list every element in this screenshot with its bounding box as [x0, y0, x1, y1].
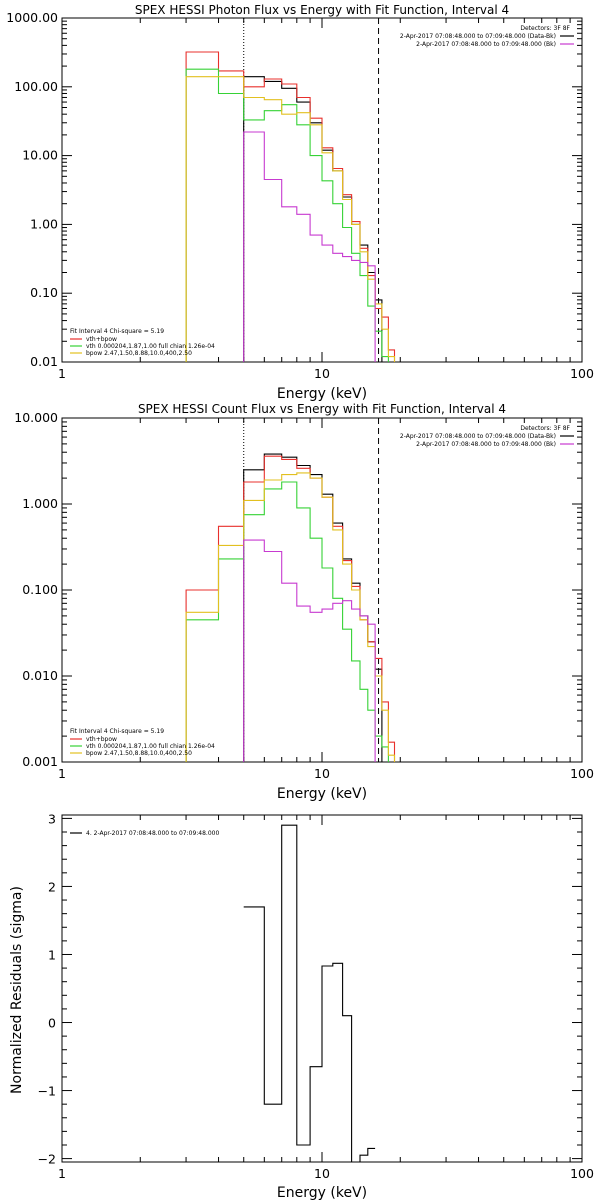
series-group	[185, 453, 396, 762]
y-tick-label: 0.01	[30, 354, 58, 369]
x-axis-label: Energy (keV)	[277, 786, 367, 802]
photon-flux-panel: SPEX HESSI Photon Flux vs Energy with Fi…	[6, 3, 594, 402]
series-black-histogram	[243, 824, 376, 1163]
axis-ticks	[61, 815, 582, 1162]
legend-entry-label: 2-Apr-2017 07:08:48.000 to 07:09:48.000 …	[400, 433, 556, 440]
series-yellow-histogram	[185, 472, 396, 762]
series-magenta-histogram	[243, 539, 376, 762]
x-tick-labels: 1 10 100	[58, 1166, 594, 1181]
y-tick-label: 0.010	[22, 668, 58, 683]
x-tick-label: 10	[314, 766, 330, 781]
legend-entry-label: vth+bpow	[86, 336, 117, 343]
x-tick-label: 100	[570, 766, 594, 781]
axis-ticks	[61, 417, 582, 763]
y-tick-label: 0.10	[30, 285, 58, 300]
x-tick-label: 1	[58, 1166, 66, 1181]
x-tick-labels: 1 10 100	[58, 766, 594, 781]
plot-frame	[61, 417, 583, 763]
y-tick-label: 10.00	[22, 148, 58, 163]
residuals-panel: −2 −1 0 1 2 3 1 10 100 Energy (keV) Normalized …	[9, 811, 594, 1200]
series-red-histogram	[185, 455, 396, 762]
y-axis-label: Normalized Residuals (sigma)	[9, 886, 25, 1094]
axis-ticks	[61, 17, 582, 363]
y-tick-label: 0.001	[22, 754, 58, 769]
y-tick-label: 100.00	[14, 79, 58, 94]
chart-title: SPEX HESSI Photon Flux vs Energy with Fi…	[135, 3, 509, 17]
y-tick-label: 0	[48, 1016, 56, 1031]
count-flux-panel: SPEX HESSI Count Flux vs Energy with Fit…	[14, 402, 594, 802]
series-green-histogram	[185, 68, 389, 362]
legend-header: Fit Interval 4 Chi-square = 5.19	[70, 328, 164, 335]
series-yellow-histogram	[185, 76, 396, 362]
x-tick-label: 100	[570, 366, 594, 381]
series-green-histogram	[185, 481, 389, 762]
legend-header: Detectors: 3F 8F	[520, 425, 570, 432]
legend-entry-label: 2-Apr-2017 07:08:48.000 to 07:09:48.000 …	[400, 33, 556, 40]
x-tick-label: 1	[58, 766, 66, 781]
chart-title: SPEX HESSI Count Flux vs Energy with Fit…	[138, 402, 506, 416]
y-tick-labels: 0.001 0.010 0.100 1.000 10.000	[14, 410, 58, 769]
y-tick-label: 2	[48, 879, 56, 894]
y-tick-label: 10.000	[14, 410, 58, 425]
y-tick-label: 1.00	[30, 216, 58, 231]
x-tick-label: 10	[314, 366, 330, 381]
x-tick-label: 100	[570, 1166, 594, 1181]
y-tick-label: 3	[48, 811, 56, 826]
legend-entry-label: 4. 2-Apr-2017 07:08:48.000 to 07:09:48.0…	[86, 830, 219, 837]
x-axis-label: Energy (keV)	[277, 386, 367, 402]
y-tick-label: 1.000	[22, 496, 58, 511]
y-tick-labels: −2 −1 0 1 2 3	[38, 811, 56, 1166]
legend-entry-label: bpow 2.47,1.50,8.88,10.0,400,2.50	[86, 750, 192, 757]
legend-entry-label: vth 0.000204,1.87,1.00 full chian 1.26e-…	[86, 743, 215, 750]
y-tick-label: 1	[48, 947, 56, 962]
legend-entry-label: bpow 2.47,1.50,8.88,10.0,400,2.50	[86, 350, 192, 357]
x-tick-label: 1	[58, 366, 66, 381]
legend-entry-label: vth 0.000204,1.87,1.00 full chian 1.26e-…	[86, 343, 215, 350]
top-legend: Detectors: 3F 8F 2-Apr-2017 07:08:48.000…	[400, 425, 574, 448]
plot-frame	[61, 17, 583, 363]
legend-entry-label: 2-Apr-2017 07:08:48.000 to 07:09:48.000 …	[416, 441, 556, 448]
y-tick-labels: 0.01 0.10 1.00 10.00 100.00 1000.00	[6, 10, 58, 369]
series-magenta-histogram	[243, 131, 376, 362]
y-tick-label: −2	[38, 1152, 56, 1167]
series-group	[243, 824, 376, 1163]
series-group	[185, 51, 396, 362]
legend: 4. 2-Apr-2017 07:08:48.000 to 07:09:48.0…	[70, 830, 219, 837]
legend-header: Detectors: 3F 8F	[520, 25, 570, 32]
legend-entry-label: vth+bpow	[86, 736, 117, 743]
y-tick-label: −1	[38, 1084, 56, 1099]
y-tick-label: 1000.00	[6, 10, 58, 25]
bottom-legend: Fit Interval 4 Chi-square = 5.19 vth+bpo…	[70, 328, 215, 357]
x-tick-label: 10	[314, 1166, 330, 1181]
y-tick-label: 0.100	[22, 582, 58, 597]
x-tick-labels: 1 10 100	[58, 366, 594, 381]
reference-lines	[243, 18, 380, 362]
bottom-legend: Fit Interval 4 Chi-square = 5.19 vth+bpo…	[70, 728, 215, 757]
legend-header: Fit Interval 4 Chi-square = 5.19	[70, 728, 164, 735]
top-legend: Detectors: 3F 8F 2-Apr-2017 07:08:48.000…	[400, 25, 574, 48]
legend-entry-label: 2-Apr-2017 07:08:48.000 to 07:09:48.000 …	[416, 41, 556, 48]
x-axis-label: Energy (keV)	[277, 1185, 367, 1200]
